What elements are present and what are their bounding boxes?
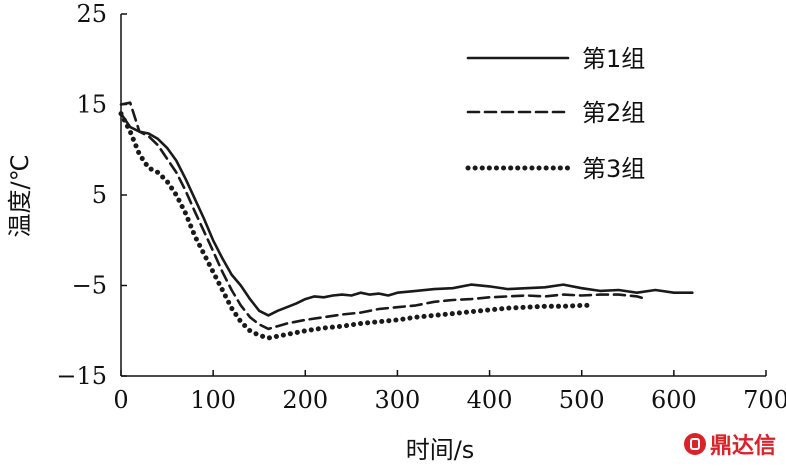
x-tick-label: 400 — [467, 386, 513, 414]
series-layer — [118, 101, 694, 341]
series-line-1 — [119, 112, 694, 317]
x-tick-label: 200 — [282, 386, 328, 414]
legend-label-2: 第2组 — [582, 99, 645, 127]
y-tick-label: −5 — [72, 272, 107, 300]
y-tick-label: 5 — [92, 181, 107, 209]
y-tick-label: 25 — [76, 0, 107, 28]
x-tick-label: 500 — [559, 386, 605, 414]
x-tick-label: 300 — [375, 386, 421, 414]
legend-label-3: 第3组 — [582, 155, 645, 183]
x-tick-label: 100 — [190, 386, 236, 414]
series-line-2 — [119, 101, 648, 331]
x-tick-label: 700 — [743, 386, 786, 414]
legend-label-1: 第1组 — [582, 45, 645, 73]
x-axis-label: 时间/s — [406, 436, 475, 464]
axes: 0 100 200 300 400 500 600 700 −15 −5 5 15 25 — [56, 0, 786, 414]
series-line-3 — [118, 111, 594, 341]
y-axis-label: 温度/℃ — [6, 154, 34, 237]
y-tick-label: 15 — [76, 91, 107, 119]
x-tick-label: 600 — [651, 386, 697, 414]
y-tick-label: −15 — [56, 362, 107, 390]
watermark-text: 鼎达信 — [709, 434, 776, 459]
watermark-logo-icon — [683, 433, 706, 455]
watermark: 鼎达信 — [683, 428, 776, 460]
x-tick-label: 0 — [113, 386, 128, 414]
